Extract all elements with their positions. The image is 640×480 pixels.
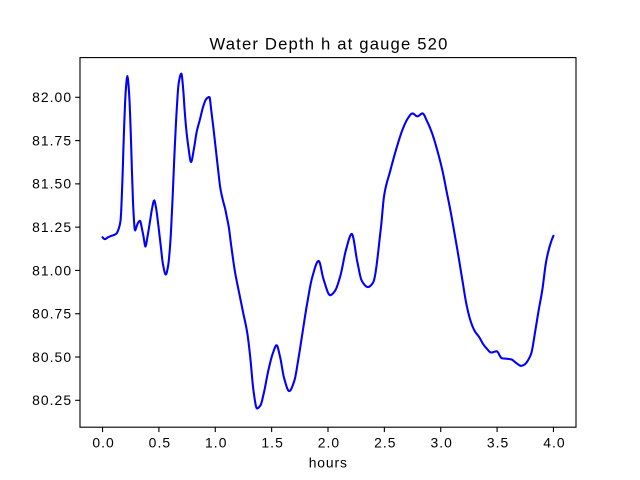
svg-text:3.5: 3.5 [487,435,509,451]
svg-text:3.0: 3.0 [431,435,453,451]
svg-text:80.75: 80.75 [32,306,72,322]
svg-text:81.00: 81.00 [32,262,72,278]
svg-text:1.0: 1.0 [205,435,227,451]
svg-text:81.75: 81.75 [32,132,72,148]
svg-text:2.0: 2.0 [318,435,340,451]
svg-text:hours: hours [309,454,348,470]
svg-text:81.50: 81.50 [32,176,72,192]
svg-text:0.0: 0.0 [92,435,114,451]
svg-text:Water Depth h at gauge 520: Water Depth h at gauge 520 [209,34,448,53]
svg-text:80.25: 80.25 [32,392,72,408]
svg-text:4.0: 4.0 [543,435,565,451]
svg-text:80.50: 80.50 [32,349,72,365]
svg-text:2.5: 2.5 [374,435,396,451]
svg-text:1.5: 1.5 [261,435,283,451]
svg-text:82.00: 82.00 [32,89,72,105]
svg-text:0.5: 0.5 [149,435,171,451]
svg-text:81.25: 81.25 [32,219,72,235]
